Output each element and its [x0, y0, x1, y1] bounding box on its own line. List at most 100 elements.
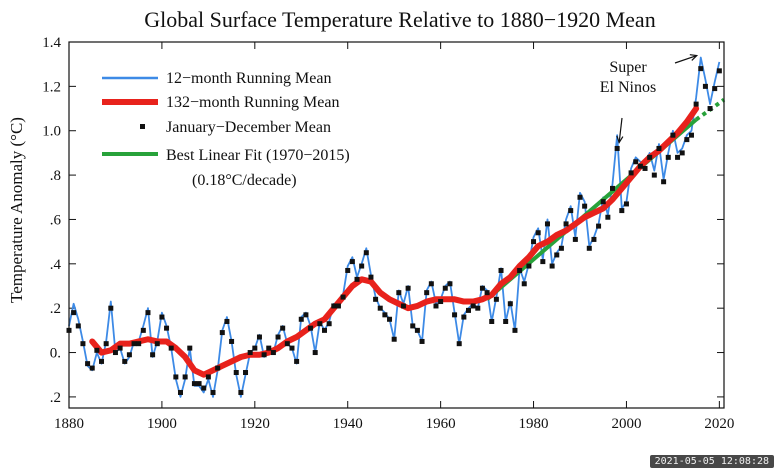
- y-tick-label: .6: [50, 212, 62, 228]
- annual-mean-point: [331, 303, 337, 309]
- annual-mean-point: [661, 179, 667, 185]
- annual-mean-point: [187, 345, 193, 351]
- annual-mean-point: [117, 345, 123, 351]
- annual-mean-point: [168, 345, 174, 351]
- plot-frame: [68, 41, 725, 409]
- annual-mean-point: [702, 83, 708, 89]
- annual-mean-point: [224, 318, 230, 324]
- annual-mean-point: [71, 310, 77, 316]
- annual-mean-point: [475, 305, 481, 311]
- annual-mean-point: [716, 68, 722, 74]
- annual-mean-point: [531, 239, 537, 245]
- annotation-arrow-1998-head: [616, 135, 624, 144]
- annual-mean-point: [243, 370, 249, 376]
- annual-mean-point: [326, 321, 332, 327]
- legend-label-12month: 12−month Running Mean: [166, 70, 331, 87]
- annual-mean-point: [563, 221, 569, 227]
- annual-mean-point: [670, 132, 676, 138]
- annual-mean-point: [150, 352, 156, 358]
- annual-mean-point: [270, 350, 276, 356]
- plot-area: [66, 56, 726, 398]
- annual-mean-point: [145, 310, 151, 316]
- annual-mean-point: [201, 385, 207, 391]
- annual-mean-point: [526, 263, 532, 269]
- series-132month-line: [89, 105, 700, 378]
- x-tick-label: 1880: [54, 416, 84, 432]
- annual-mean-point: [177, 389, 183, 395]
- annual-mean-point: [651, 172, 657, 178]
- y-tick-label: 1.0: [42, 124, 61, 140]
- annual-mean-point: [605, 214, 611, 220]
- annual-mean-point: [289, 345, 295, 351]
- annual-mean-point: [438, 299, 444, 305]
- annual-mean-point: [517, 267, 523, 273]
- annual-mean-point: [428, 281, 434, 287]
- annual-mean-point: [261, 352, 267, 358]
- annual-mean-point: [461, 314, 467, 320]
- annual-mean-point: [215, 365, 221, 371]
- annual-mean-point: [712, 86, 718, 92]
- annual-mean-point: [549, 263, 555, 269]
- annual-mean-point: [382, 312, 388, 318]
- annual-mean-point: [94, 347, 100, 353]
- annual-mean-point: [424, 290, 430, 296]
- annual-mean-point: [642, 165, 648, 171]
- annual-mean-point: [684, 137, 690, 143]
- annual-mean-point: [544, 221, 550, 227]
- annual-mean-point: [317, 321, 323, 327]
- annotation-arrow-2016: [674, 54, 697, 64]
- annual-mean-point: [103, 341, 109, 347]
- annotation-super: Super: [609, 59, 647, 76]
- legend-swatch-annual: [140, 124, 145, 129]
- annual-mean-point: [387, 316, 393, 322]
- x-tick-label: 2020: [704, 416, 734, 432]
- annual-mean-point: [252, 345, 258, 351]
- annual-mean-point: [675, 154, 681, 160]
- annual-mean-point: [75, 323, 81, 329]
- chart-title: Global Surface Temperature Relative to 1…: [144, 7, 655, 32]
- annual-mean-point: [284, 341, 290, 347]
- y-tick-label: .4: [50, 257, 62, 273]
- annual-mean-point: [205, 374, 211, 380]
- annual-mean-point: [596, 223, 602, 229]
- annual-mean-point: [373, 296, 379, 302]
- annual-mean-point: [577, 194, 583, 200]
- annual-mean-point: [623, 201, 629, 207]
- annotation-arrow-2016-head: [689, 54, 699, 61]
- annual-mean-point: [665, 154, 671, 160]
- annual-mean-point: [554, 252, 560, 258]
- annual-mean-point: [298, 316, 304, 322]
- annual-mean-point: [131, 341, 137, 347]
- annual-mean-point: [196, 381, 202, 387]
- annual-mean-point: [391, 336, 397, 342]
- annual-mean-point: [600, 199, 606, 205]
- legend: 12−month Running Mean 132−month Running …: [102, 70, 350, 189]
- annual-mean-point: [619, 208, 625, 214]
- annual-mean-point: [568, 208, 574, 214]
- annual-mean-point: [484, 290, 490, 296]
- annual-mean-point: [489, 318, 495, 324]
- annual-mean-point: [452, 312, 458, 318]
- annual-mean-point: [335, 303, 341, 309]
- annotation-arrows: [616, 54, 699, 144]
- annual-mean-point: [479, 285, 485, 291]
- annual-mean-point: [229, 338, 235, 344]
- legend-label-132month: 132−month Running Mean: [166, 94, 339, 111]
- x-tick-label: 2000: [611, 416, 641, 432]
- annual-mean-point: [210, 389, 216, 395]
- legend-label-annual: January−December Mean: [166, 119, 331, 136]
- annual-mean-point: [89, 365, 95, 371]
- annual-mean-point: [191, 381, 197, 387]
- annual-mean-point: [112, 350, 118, 356]
- annual-mean-point: [540, 259, 546, 265]
- annual-mean-point: [396, 290, 402, 296]
- annual-mean-point: [173, 374, 179, 380]
- annual-mean-point: [164, 325, 170, 331]
- annual-mean-point: [80, 341, 86, 347]
- annual-mean-point: [466, 307, 472, 313]
- annotation-el-ninos: El Ninos: [600, 79, 656, 96]
- annual-mean-point: [633, 159, 639, 165]
- annual-mean-point: [140, 327, 146, 333]
- annual-mean-point: [591, 236, 597, 242]
